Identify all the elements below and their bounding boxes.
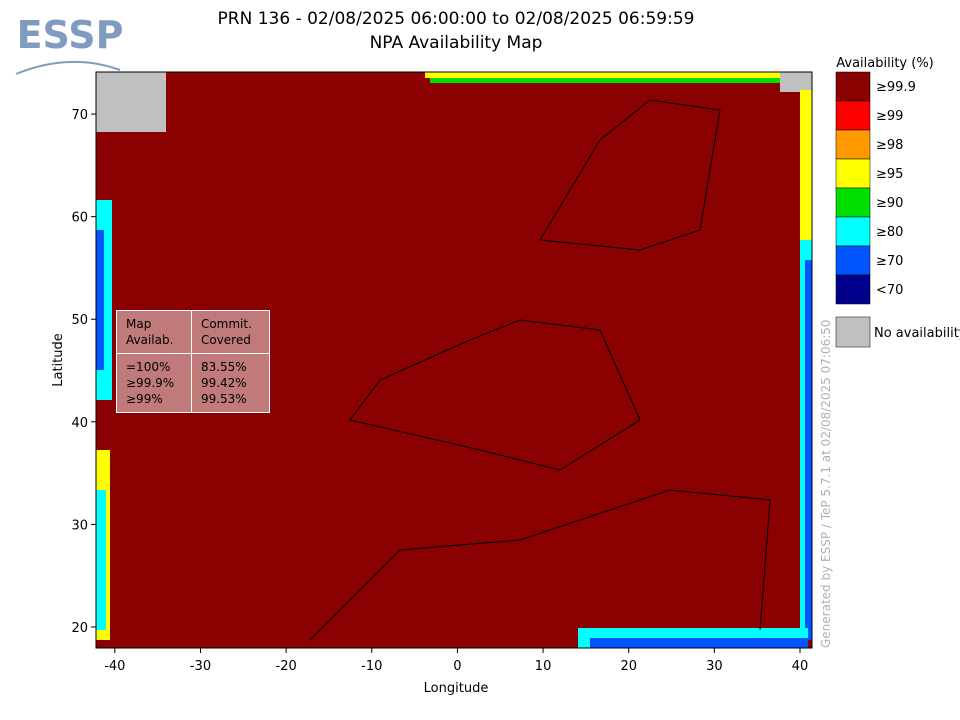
cell-text: ≥99% <box>126 392 163 406</box>
header-text: Commit. <box>200 317 252 331</box>
x-tick-label: -10 <box>361 659 382 674</box>
y-tick-label: 40 <box>71 416 88 431</box>
edge-band <box>805 260 812 640</box>
edge-band <box>590 638 808 648</box>
stats-table: Map Availab. Commit. Covered =100% ≥99.9% ≥99%… <box>116 310 271 413</box>
legend-label: <70 <box>876 283 903 298</box>
x-tick-label: -40 <box>104 659 125 674</box>
header-text: Covered <box>200 333 251 347</box>
value-cell: 83.55% 99.42% 99.53% <box>190 353 271 413</box>
coastline <box>309 99 771 641</box>
no-availability-region <box>780 72 812 92</box>
edge-band <box>96 490 106 630</box>
edge-band <box>430 78 780 83</box>
legend-label: ≥98 <box>876 138 903 153</box>
x-tick-label: 30 <box>706 659 723 674</box>
table-body-row: =100% ≥99.9% ≥99% 83.55% 99.42% 99.53% <box>116 353 271 413</box>
title: PRN 136 - 02/08/2025 06:00:00 to 02/08/2… <box>218 9 695 29</box>
legend-label: ≥99 <box>876 109 903 124</box>
x-tick-label: 20 <box>620 659 637 674</box>
legend-swatch <box>835 129 871 160</box>
header-cell: Commit. Covered <box>190 310 271 354</box>
subtitle: NPA Availability Map <box>370 33 543 53</box>
x-axis-label: Longitude <box>424 681 489 696</box>
logo-swoosh <box>15 60 121 75</box>
no-availability-region <box>96 72 166 132</box>
legend-label: ≥70 <box>876 254 903 269</box>
legend-title: Availability (%) <box>836 56 934 71</box>
cell-text: 99.53% <box>200 392 247 406</box>
y-axis-label: Latitude <box>51 333 66 387</box>
x-tick-label: -20 <box>276 659 297 674</box>
legend-swatch <box>835 316 871 348</box>
y-tick-label: 30 <box>71 518 88 533</box>
legend-label: ≥90 <box>876 196 903 211</box>
x-tick-label: 40 <box>792 659 809 674</box>
legend-label: ≥95 <box>876 167 903 182</box>
cell-text: =100% <box>126 360 171 374</box>
legend-swatch <box>835 71 871 102</box>
edge-band <box>800 90 812 240</box>
y-tick-label: 70 <box>71 108 88 123</box>
x-tick-label: 0 <box>453 659 461 674</box>
y-tick-label: 60 <box>71 211 88 226</box>
legend-label: ≥80 <box>876 225 903 240</box>
legend-swatch <box>835 187 871 218</box>
x-tick-label: 10 <box>535 659 552 674</box>
edge-band <box>96 230 104 370</box>
legend-label: No availability <box>874 326 960 341</box>
table-header-row: Map Availab. Commit. Covered <box>116 310 271 354</box>
header-text: Availab. <box>126 333 174 347</box>
cell-text: 99.42% <box>200 376 247 390</box>
logo: ESSP <box>17 13 124 57</box>
legend-label: ≥99.9 <box>876 80 916 95</box>
header-text: Map <box>126 317 152 331</box>
map-frame <box>95 71 813 649</box>
legend-swatch <box>835 274 871 305</box>
value-cell: =100% ≥99.9% ≥99% <box>116 353 192 413</box>
generated-by: Generated by ESSP / TeP 5.7.1 at 02/08/2… <box>819 319 833 648</box>
header-cell: Map Availab. <box>116 310 192 354</box>
legend-swatch <box>835 216 871 247</box>
edge-band <box>425 72 780 78</box>
y-tick-label: 50 <box>71 313 88 328</box>
cell-text: ≥99.9% <box>126 376 175 390</box>
legend-swatch <box>835 245 871 276</box>
legend-swatch <box>835 100 871 131</box>
legend-swatch <box>835 158 871 189</box>
x-tick-label: -30 <box>190 659 211 674</box>
cell-text: 83.55% <box>200 360 247 374</box>
y-tick-label: 20 <box>71 621 88 636</box>
